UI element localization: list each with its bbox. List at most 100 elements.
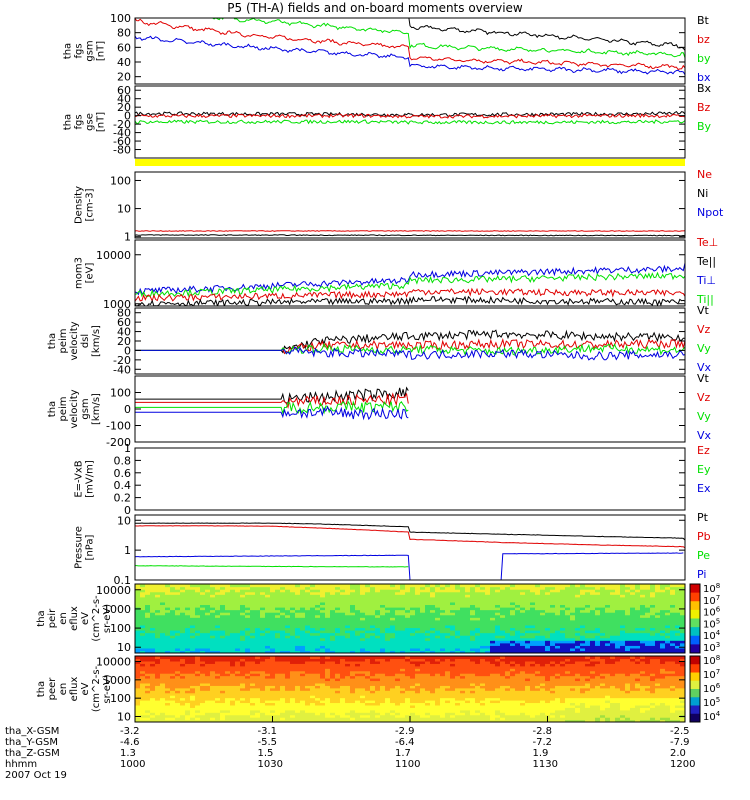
- spectrogram-cell: [435, 647, 441, 652]
- spectrogram-cell: [140, 670, 146, 674]
- y-axis-label-line: [km/s]: [91, 325, 102, 357]
- spectrogram-cell: [585, 601, 591, 606]
- spectrogram-cell: [140, 697, 146, 701]
- spectrogram-cell: [670, 589, 676, 593]
- spectrogram-cell: [235, 692, 241, 696]
- spectrogram-cell: [405, 660, 411, 664]
- spectrogram-cell: [410, 617, 416, 621]
- spectrogram-cell: [640, 635, 646, 639]
- spectrogram-cell: [335, 617, 341, 621]
- spectrogram-cell: [465, 612, 471, 616]
- spectrogram-cell: [340, 663, 346, 667]
- spectrogram-cell: [515, 604, 521, 608]
- spectrogram-cell: [160, 599, 166, 603]
- spectrogram-cell: [175, 685, 181, 689]
- spectrogram-cell: [550, 599, 556, 603]
- y-tick-label: -40: [113, 127, 131, 140]
- spectrogram-cell: [435, 604, 441, 608]
- spectrogram-cell: [320, 687, 326, 691]
- spectrogram-cell: [410, 670, 416, 674]
- spectrogram-cell: [670, 624, 676, 629]
- spectrogram-cell: [270, 619, 276, 623]
- spectrogram-cell: [270, 589, 276, 593]
- spectrogram-cell: [530, 596, 536, 600]
- spectrogram-cell: [475, 596, 481, 600]
- spectrogram-cell: [330, 601, 336, 606]
- spectrogram-cell: [605, 589, 611, 593]
- spectrogram-cell: [560, 604, 566, 608]
- spectrogram-cell: [640, 614, 646, 618]
- spectrogram-cell: [380, 675, 386, 679]
- spectrogram-cell: [140, 622, 146, 626]
- spectrogram-cell: [535, 622, 541, 626]
- spectrogram-cell: [170, 640, 176, 644]
- spectrogram-cell: [545, 586, 551, 590]
- spectrogram-cell: [230, 630, 236, 634]
- spectrogram-cell: [470, 650, 476, 653]
- spectrogram-cell: [470, 591, 476, 595]
- spectrogram-cell: [545, 640, 551, 644]
- spectrogram-cell: [270, 627, 276, 631]
- spectrogram-cell: [405, 609, 411, 613]
- spectrogram-cell: [455, 642, 461, 646]
- spectrogram-cell: [165, 630, 171, 634]
- spectrogram-cell: [440, 642, 446, 646]
- spectrogram-cell: [305, 712, 311, 716]
- spectrogram-cell: [260, 695, 266, 699]
- spectrogram-cell: [280, 607, 286, 611]
- spectrogram-cell: [190, 663, 196, 667]
- spectrogram-cell: [580, 640, 586, 644]
- spectrogram-cell: [195, 630, 201, 634]
- spectrogram-cell: [315, 640, 321, 644]
- spectrogram-cell: [200, 682, 206, 686]
- spectrogram-cell: [240, 707, 246, 711]
- spectrogram-cell: [475, 624, 481, 629]
- spectrogram-cell: [135, 658, 141, 662]
- spectrogram-cell: [140, 714, 146, 718]
- spectrogram-cell: [145, 682, 151, 686]
- spectrogram-cell: [450, 624, 456, 629]
- spectrogram-cell: [285, 645, 291, 649]
- spectrogram-cell: [515, 635, 521, 639]
- spectrogram-cell: [330, 678, 336, 682]
- spectrogram-cell: [360, 586, 366, 590]
- spectrogram-cell: [595, 647, 601, 652]
- spectrogram-cell: [225, 632, 231, 636]
- spectrogram-cell: [370, 624, 376, 629]
- spectrogram-cell: [580, 599, 586, 603]
- spectrogram-cell: [230, 660, 236, 664]
- spectrogram-cell: [160, 656, 166, 660]
- spectrogram-cell: [195, 660, 201, 664]
- spectrogram-cell: [415, 619, 421, 623]
- spectrogram-cell: [210, 632, 216, 636]
- spectrogram-cell: [520, 589, 526, 593]
- spectrogram-cell: [645, 586, 651, 590]
- spectrogram-cell: [160, 642, 166, 646]
- spectrogram-cell: [565, 589, 571, 593]
- spectrogram-cell: [575, 622, 581, 626]
- spectrogram-cell: [540, 622, 546, 626]
- spectrogram-cell: [570, 596, 576, 600]
- spectrogram-cell: [440, 604, 446, 608]
- spectrogram-cell: [180, 632, 186, 636]
- spectrogram-cell: [475, 637, 481, 641]
- spectrogram-cell: [195, 645, 201, 649]
- spectrogram-cell: [285, 668, 291, 672]
- legend-label: Vt: [697, 372, 710, 385]
- spectrogram-cell: [285, 680, 291, 684]
- spectrogram-cell: [335, 609, 341, 613]
- spectrogram-cell: [235, 663, 241, 667]
- spectrogram-cell: [165, 697, 171, 701]
- spectrogram-cell: [450, 640, 456, 644]
- spectrogram-cell: [195, 591, 201, 595]
- spectrogram-cell: [180, 717, 186, 721]
- spectrogram-cell: [295, 614, 301, 618]
- spectrogram-cell: [175, 678, 181, 682]
- spectrogram-cell: [235, 647, 241, 652]
- y-tick-label: 10000: [96, 584, 131, 597]
- spectrogram-cell: [340, 591, 346, 595]
- spectrogram-cell: [615, 624, 621, 629]
- spectrogram-cell: [200, 692, 206, 696]
- spectrogram-cell: [535, 624, 541, 629]
- spectrogram-cell: [360, 695, 366, 699]
